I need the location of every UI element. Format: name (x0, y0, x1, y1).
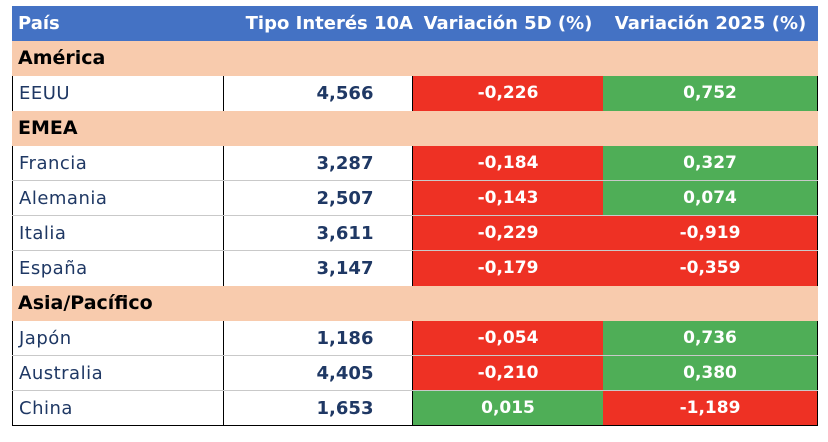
country-cell: EEUU (12, 76, 223, 111)
region-row: EMEA (12, 111, 818, 146)
rate-cell: 1,186 (223, 321, 413, 356)
row-divider (12, 215, 818, 216)
var2025-cell: 0,752 (603, 76, 818, 111)
var5d-cell: -0,143 (413, 181, 603, 216)
rate-cell: 3,611 (223, 216, 413, 251)
var2025-cell: -0,359 (603, 251, 818, 286)
table-row: EEUU 4,566 -0,226 0,752 (12, 76, 818, 111)
bond-yields-table: País Tipo Interés 10A Variación 5D (%) V… (12, 6, 818, 426)
table-row: Italia 3,611 -0,229 -0,919 (12, 216, 818, 251)
rate-cell: 1,653 (223, 391, 413, 426)
table-row: China 1,653 0,015 -1,189 (12, 391, 818, 426)
region-label: Asia/Pacífico (18, 292, 153, 314)
var5d-cell: -0,184 (413, 146, 603, 181)
country-cell: China (12, 391, 223, 426)
header-var2025: Variación 2025 (%) (603, 6, 818, 41)
var2025-cell: 0,327 (603, 146, 818, 181)
rate-cell: 3,287 (223, 146, 413, 181)
country-cell: Japón (12, 321, 223, 356)
row-divider (12, 180, 818, 181)
header-row: País Tipo Interés 10A Variación 5D (%) V… (12, 6, 818, 41)
country-cell: Francia (12, 146, 223, 181)
var2025-cell: 0,380 (603, 356, 818, 391)
table-bottom-border (12, 425, 818, 426)
rate-cell: 2,507 (223, 181, 413, 216)
country-cell: Australia (12, 356, 223, 391)
var2025-cell: -0,919 (603, 216, 818, 251)
var5d-cell: -0,179 (413, 251, 603, 286)
header-rate: Tipo Interés 10A (223, 6, 413, 41)
country-cell: Alemania (12, 181, 223, 216)
var5d-cell: -0,210 (413, 356, 603, 391)
var5d-cell: -0,226 (413, 76, 603, 111)
var5d-cell: 0,015 (413, 391, 603, 426)
table-row: Australia 4,405 -0,210 0,380 (12, 356, 818, 391)
region-row: Asia/Pacífico (12, 286, 818, 321)
region-row: América (12, 41, 818, 76)
rate-cell: 4,405 (223, 356, 413, 391)
header-var5d: Variación 5D (%) (413, 6, 603, 41)
country-cell: Italia (12, 216, 223, 251)
table-row: Francia 3,287 -0,184 0,327 (12, 146, 818, 181)
rate-cell: 3,147 (223, 251, 413, 286)
header-country: País (12, 6, 223, 41)
table-row: España 3,147 -0,179 -0,359 (12, 251, 818, 286)
var2025-cell: 0,736 (603, 321, 818, 356)
var2025-cell: 0,074 (603, 181, 818, 216)
row-divider (12, 390, 818, 391)
table-row: Alemania 2,507 -0,143 0,074 (12, 181, 818, 216)
row-divider (12, 250, 818, 251)
region-label: América (18, 47, 106, 69)
country-cell: España (12, 251, 223, 286)
table-row: Japón 1,186 -0,054 0,736 (12, 321, 818, 356)
region-label: EMEA (18, 117, 78, 139)
rate-cell: 4,566 (223, 76, 413, 111)
var5d-cell: -0,054 (413, 321, 603, 356)
var2025-cell: -1,189 (603, 391, 818, 426)
row-divider (12, 355, 818, 356)
var5d-cell: -0,229 (413, 216, 603, 251)
